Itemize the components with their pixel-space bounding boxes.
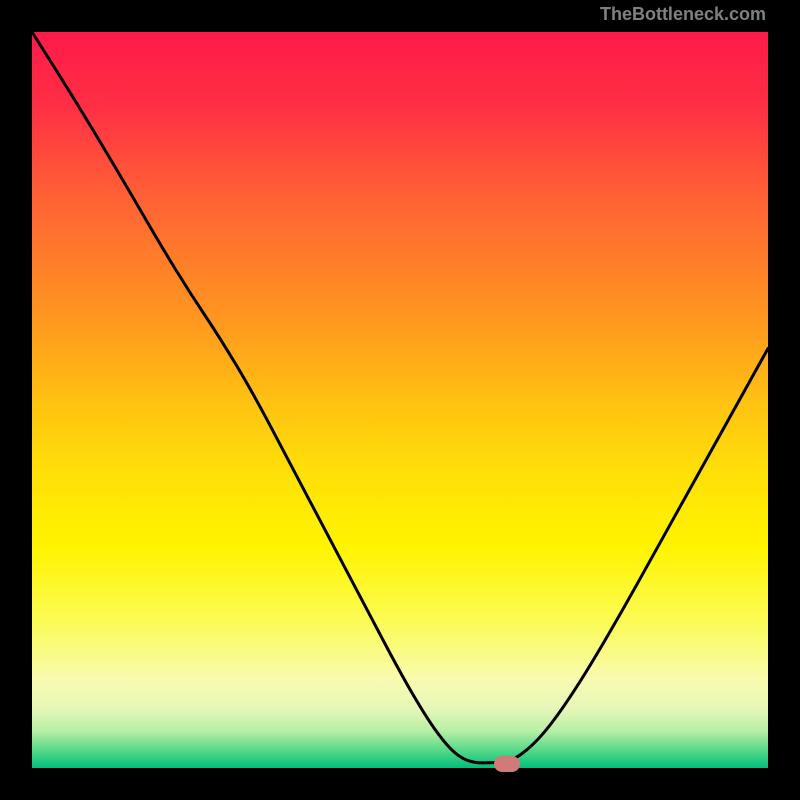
watermark-text: TheBottleneck.com xyxy=(600,4,766,25)
chart-frame: TheBottleneck.com xyxy=(0,0,800,800)
plot-area xyxy=(32,32,768,768)
optimum-marker xyxy=(494,756,520,772)
bottleneck-curve xyxy=(32,32,768,768)
